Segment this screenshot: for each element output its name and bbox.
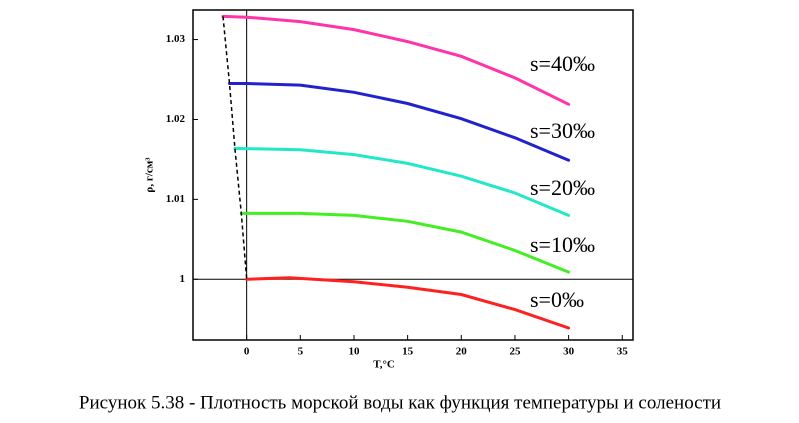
x-axis-label: T,°C: [373, 359, 395, 371]
y-tick-label: 1.02: [166, 113, 186, 125]
x-tick-label: 30: [563, 346, 575, 358]
freezing-line: [222, 16, 248, 280]
y-tick-label: 1.01: [166, 193, 185, 205]
caption: Рисунок 5.38 - Плотность морской воды ка…: [79, 392, 721, 413]
series-line: [245, 276, 571, 330]
y-tick-label: 1: [180, 273, 186, 285]
x-tick-label: 20: [456, 346, 468, 358]
series-label: s=30‰: [530, 118, 595, 143]
x-tick-label: 0: [244, 346, 250, 358]
plot-frame: [192, 9, 634, 341]
x-tick-label: 35: [617, 346, 629, 358]
series-label: s=0‰: [530, 287, 584, 312]
x-tick-label: 15: [402, 346, 414, 358]
y-axis-label: ρ, г/см³: [144, 157, 156, 193]
x-tick-label: 5: [298, 346, 304, 358]
y-tick-label: 1.03: [166, 33, 186, 45]
series-label: s=10‰: [530, 232, 595, 257]
series-line: [221, 14, 571, 106]
x-tick-label: 25: [509, 346, 521, 358]
series-line: [228, 82, 571, 162]
x-tick-label: 10: [348, 346, 360, 358]
series-line: [233, 146, 571, 217]
series-line: [239, 211, 571, 274]
series-label: s=20‰: [530, 175, 595, 200]
series-label: s=40‰: [530, 51, 595, 76]
